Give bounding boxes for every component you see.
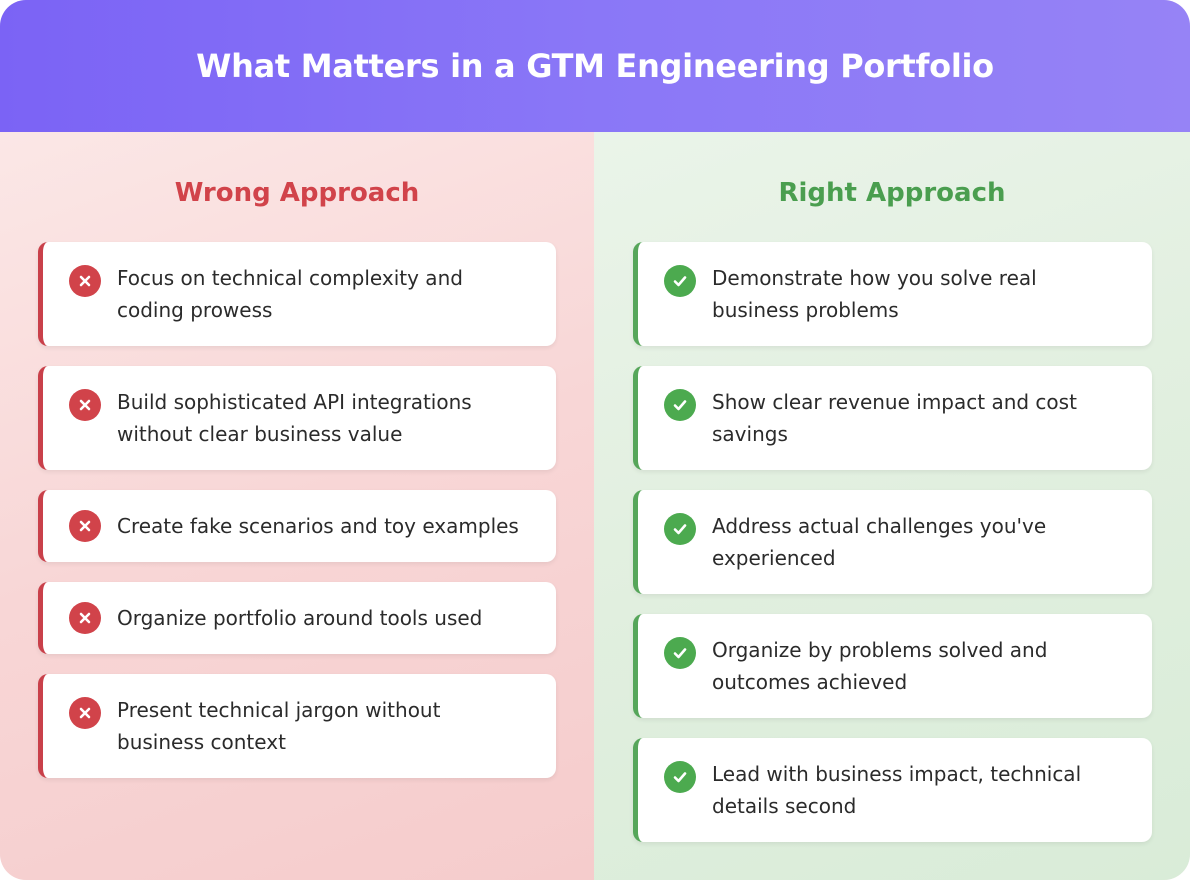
right-item: Address actual challenges you've experie… bbox=[633, 490, 1152, 594]
x-circle-icon bbox=[69, 389, 101, 421]
page-title: What Matters in a GTM Engineering Portfo… bbox=[196, 47, 994, 85]
right-item-text: Show clear revenue impact and cost savin… bbox=[712, 390, 1077, 446]
right-item-text: Lead with business impact, technical det… bbox=[712, 762, 1082, 818]
check-circle-icon bbox=[664, 637, 696, 669]
wrong-approach-list: Focus on technical complexity and coding… bbox=[38, 242, 556, 798]
right-item: Demonstrate how you solve real business … bbox=[633, 242, 1152, 346]
right-approach-title: Right Approach bbox=[778, 178, 1006, 208]
check-circle-icon bbox=[664, 265, 696, 297]
check-circle-icon bbox=[664, 761, 696, 793]
right-item-text: Address actual challenges you've experie… bbox=[712, 514, 1047, 570]
wrong-item-text: Create fake scenarios and toy examples bbox=[117, 514, 519, 538]
wrong-item: Create fake scenarios and toy examples bbox=[38, 490, 556, 562]
wrong-item: Organize portfolio around tools used bbox=[38, 582, 556, 654]
right-item-text: Organize by problems solved and outcomes… bbox=[712, 638, 1048, 694]
wrong-approach-title: Wrong Approach bbox=[174, 178, 420, 208]
wrong-item: Focus on technical complexity and coding… bbox=[38, 242, 556, 346]
wrong-item-text: Build sophisticated API integrations wit… bbox=[117, 390, 472, 446]
x-circle-icon bbox=[69, 265, 101, 297]
x-circle-icon bbox=[69, 510, 101, 542]
right-item: Show clear revenue impact and cost savin… bbox=[633, 366, 1152, 470]
header: What Matters in a GTM Engineering Portfo… bbox=[0, 0, 1190, 132]
x-circle-icon bbox=[69, 697, 101, 729]
check-circle-icon bbox=[664, 389, 696, 421]
wrong-item-text: Focus on technical complexity and coding… bbox=[117, 266, 463, 322]
wrong-item-text: Present technical jargon without busines… bbox=[117, 698, 441, 754]
right-approach-list: Demonstrate how you solve real business … bbox=[633, 242, 1152, 862]
right-item-text: Demonstrate how you solve real business … bbox=[712, 266, 1037, 322]
check-circle-icon bbox=[664, 513, 696, 545]
wrong-item: Present technical jargon without busines… bbox=[38, 674, 556, 778]
right-approach-column: Right Approach Demonstrate how you solve… bbox=[594, 132, 1190, 880]
wrong-approach-column: Wrong Approach Focus on technical comple… bbox=[0, 132, 594, 880]
wrong-item: Build sophisticated API integrations wit… bbox=[38, 366, 556, 470]
right-item: Lead with business impact, technical det… bbox=[633, 738, 1152, 842]
wrong-item-text: Organize portfolio around tools used bbox=[117, 606, 483, 630]
right-item: Organize by problems solved and outcomes… bbox=[633, 614, 1152, 718]
x-circle-icon bbox=[69, 602, 101, 634]
